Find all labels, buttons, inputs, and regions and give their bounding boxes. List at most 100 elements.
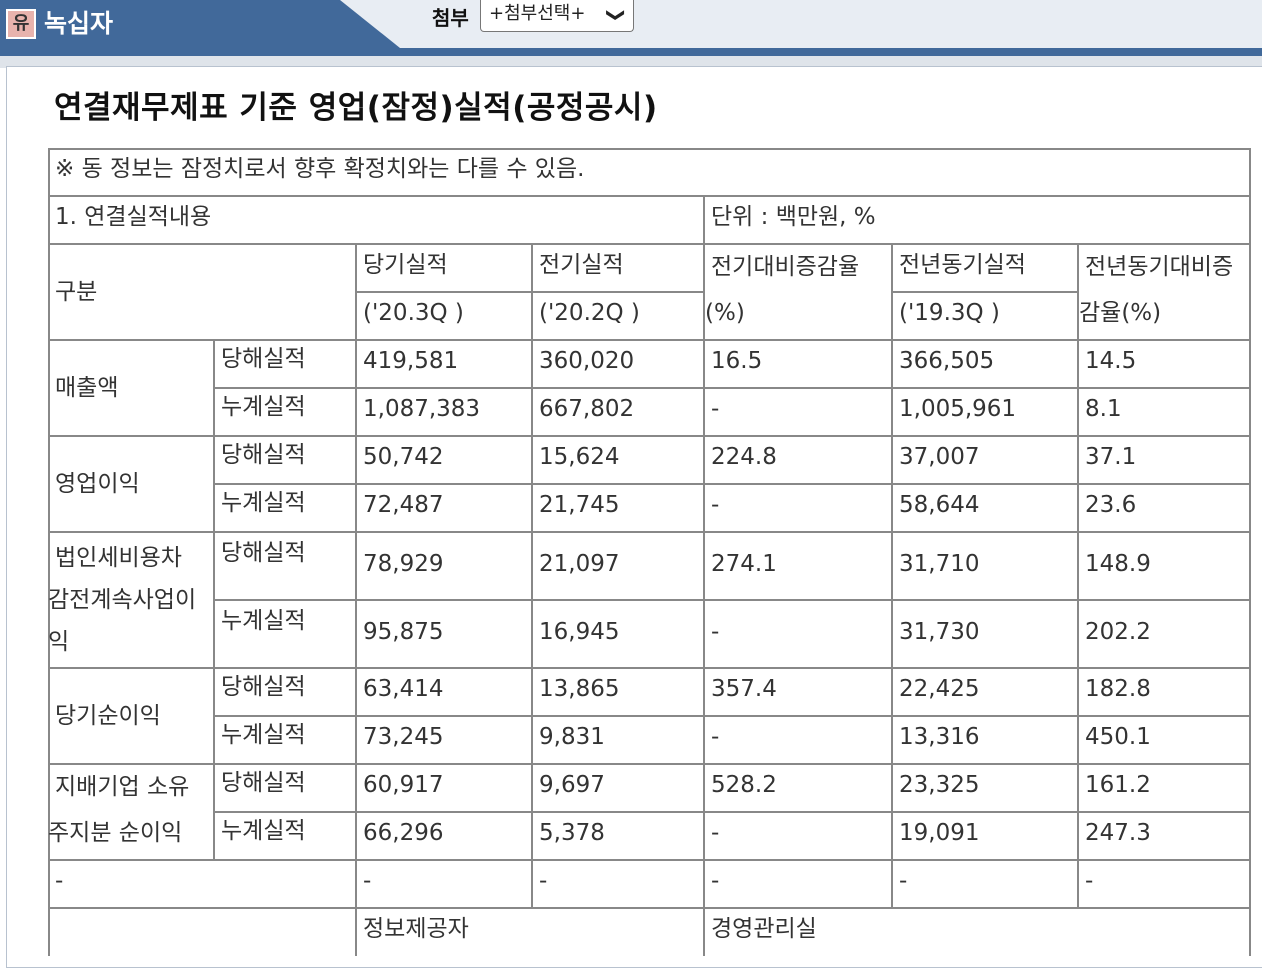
header-prev-change-text: 전기대비증감율	[711, 254, 860, 280]
table-cell-yoy: 37,007	[892, 436, 1079, 485]
table-cell-type: 누계실적	[214, 812, 357, 861]
group-name-text: 영업이익	[55, 470, 140, 497]
cell-value: 5,378	[539, 820, 605, 846]
table-cell-prev-change: 357.4	[704, 668, 893, 717]
section-label-cell: 1. 연결실적내용	[48, 196, 705, 245]
table-cell-type: 당해실적	[214, 764, 357, 813]
table-cell-yoy-change: 37.1	[1078, 436, 1251, 485]
cell-value: 182.8	[1085, 676, 1151, 702]
table-cell-yoy-change: 14.5	[1078, 340, 1251, 389]
table-cell-yoy: 1,005,961	[892, 388, 1079, 437]
dash-cell: -	[356, 860, 533, 909]
table-cell-prev-change: 528.2	[704, 764, 893, 813]
table-cell-prev-change: -	[704, 716, 893, 765]
cell-value: 72,487	[363, 492, 444, 518]
table-cell-yoy-change: 23.6	[1078, 484, 1251, 533]
dash-text: -	[1085, 868, 1094, 894]
table-cell-type: 누계실적	[214, 600, 357, 669]
footer-empty-cell	[48, 908, 357, 956]
table-outer-border	[48, 148, 1251, 956]
header-yoy-text: 전년동기실적	[899, 252, 1026, 278]
cell-value: 161.2	[1085, 772, 1151, 798]
header-category: 구분	[48, 244, 357, 341]
table-cell-prev-change: -	[704, 388, 893, 437]
cell-value: 14.5	[1085, 348, 1137, 374]
group-name-net-income: 당기순이익	[48, 668, 215, 765]
cell-value: 78,929	[363, 551, 444, 577]
cell-value: 8.1	[1085, 396, 1122, 422]
table-cell-prev-change: 16.5	[704, 340, 893, 389]
table-cell-type: 당해실적	[214, 532, 357, 601]
table-cell-yoy: 22,425	[892, 668, 1079, 717]
table-cell-yoy: 366,505	[892, 340, 1079, 389]
cell-value: 366,505	[899, 348, 995, 374]
group-name-text: 당기순이익	[55, 702, 161, 729]
cell-value: 667,802	[539, 396, 635, 422]
cell-value: 당해실적	[221, 674, 306, 700]
cell-value: 58,644	[899, 492, 980, 518]
table-cell-yoy-change: 161.2	[1078, 764, 1251, 813]
table-cell-previous: 16,945	[532, 600, 705, 669]
header-previous-period: ('20.2Q )	[532, 292, 705, 341]
cell-value: -	[711, 492, 720, 518]
cell-value: 37.1	[1085, 444, 1137, 470]
cell-value: 274.1	[711, 551, 777, 577]
group-name-line: 법인세비용차	[55, 545, 182, 571]
table-cell-yoy-change: 8.1	[1078, 388, 1251, 437]
cell-value: 60,917	[363, 772, 444, 798]
dash-text: -	[55, 868, 64, 894]
table-cell-current: 63,414	[356, 668, 533, 717]
header-yoy-change: 전년동기대비증 감율(%)	[1078, 244, 1251, 341]
header-yoy-period-text: ('19.3Q )	[899, 300, 1000, 326]
table-cell-current: 66,296	[356, 812, 533, 861]
cell-value: 224.8	[711, 444, 777, 470]
cell-value: 66,296	[363, 820, 444, 846]
cell-value: 419,581	[363, 348, 459, 374]
cell-value: 23.6	[1085, 492, 1137, 518]
table-cell-current: 50,742	[356, 436, 533, 485]
cell-value: 73,245	[363, 724, 444, 750]
dash-text: -	[539, 868, 548, 894]
table-cell-prev-change: -	[704, 484, 893, 533]
table-cell-yoy: 31,730	[892, 600, 1079, 669]
company-name: 녹십자	[44, 9, 114, 38]
cell-value: 31,730	[899, 619, 980, 645]
dash-text: -	[899, 868, 908, 894]
page-title: 연결재무제표 기준 영업(잠정)실적(공정공시)	[54, 90, 658, 126]
header-yoy-change-line2: 감율(%)	[1079, 300, 1162, 326]
cell-value: 당해실적	[221, 442, 306, 468]
header-prev-change: 전기대비증감율 (%)	[704, 244, 893, 341]
header-previous-text: 전기실적	[539, 252, 624, 278]
group-name-controlling-net-income: 지배기업 소유 주지분 순이익	[48, 764, 215, 861]
cell-value: 21,097	[539, 551, 620, 577]
table-cell-yoy: 19,091	[892, 812, 1079, 861]
table-cell-previous: 9,697	[532, 764, 705, 813]
header-current-text: 당기실적	[363, 252, 448, 278]
cell-value: 누계실적	[221, 722, 306, 748]
table-cell-yoy: 23,325	[892, 764, 1079, 813]
cell-value: 202.2	[1085, 619, 1151, 645]
group-name-sales: 매출액	[48, 340, 215, 437]
cell-value: -	[711, 619, 720, 645]
cell-value: 누계실적	[221, 608, 306, 634]
attach-select[interactable]: +첨부선택+ ❯	[480, 0, 634, 32]
table-cell-previous: 667,802	[532, 388, 705, 437]
cell-value: 63,414	[363, 676, 444, 702]
cell-value: 360,020	[539, 348, 635, 374]
group-name-line: 익	[48, 629, 70, 655]
table-cell-current: 95,875	[356, 600, 533, 669]
cell-value: 16.5	[711, 348, 763, 374]
cell-value: 13,316	[899, 724, 980, 750]
dash-cell: -	[704, 860, 893, 909]
cell-value: 9,831	[539, 724, 605, 750]
table-cell-previous: 9,831	[532, 716, 705, 765]
group-name-text: 매출액	[55, 374, 119, 401]
table-cell-type: 당해실적	[214, 436, 357, 485]
table-cell-yoy: 13,316	[892, 716, 1079, 765]
provider-label: 정보제공자	[363, 916, 469, 942]
dash-cell: -	[532, 860, 705, 909]
table-cell-type: 당해실적	[214, 340, 357, 389]
header-yoy-period: ('19.3Q )	[892, 292, 1079, 341]
table-cell-prev-change: 224.8	[704, 436, 893, 485]
table-cell-yoy-change: 148.9	[1078, 532, 1251, 601]
